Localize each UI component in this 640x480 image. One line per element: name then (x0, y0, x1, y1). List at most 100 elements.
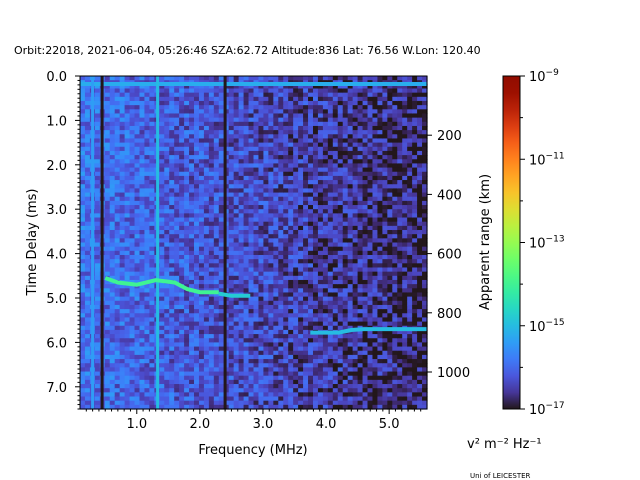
heatmap-cell (179, 146, 185, 152)
heatmap-cell (303, 84, 309, 90)
heatmap-cell (352, 288, 359, 294)
heatmap-cell (248, 284, 255, 289)
heatmap-cell (382, 346, 388, 352)
heatmap-cell (362, 167, 369, 173)
heatmap-cell (253, 392, 260, 398)
heatmap-cell (317, 225, 324, 231)
heatmap-cell (243, 275, 250, 281)
heatmap-cell (203, 100, 210, 106)
heatmap-cell (382, 342, 388, 348)
heatmap-cell (248, 379, 255, 385)
heatmap-cell (184, 84, 190, 90)
heatmap-cell (134, 321, 141, 327)
heatmap-cell (243, 200, 250, 206)
heatmap-cell (104, 321, 111, 327)
heatmap-cell (80, 292, 86, 298)
heatmap-cell (213, 350, 220, 356)
heatmap-cell (238, 279, 245, 285)
heatmap-cell (322, 363, 329, 368)
heatmap-cell (283, 342, 289, 348)
heatmap-cell (332, 279, 339, 285)
heatmap-cell (238, 213, 245, 219)
heatmap-cell (228, 205, 235, 210)
heatmap-cell (233, 388, 240, 393)
heatmap-cell (342, 321, 349, 327)
heatmap-cell (124, 288, 131, 294)
heatmap-cell (174, 392, 180, 398)
heatmap-cell (382, 354, 388, 360)
heatmap-cell (184, 96, 190, 102)
heatmap-cell (327, 171, 334, 177)
heatmap-cell (372, 250, 379, 256)
heatmap-cell (159, 92, 165, 98)
heatmap-cell (119, 304, 126, 310)
heatmap-cell (253, 167, 260, 173)
heatmap-cell (258, 84, 265, 90)
heatmap-cell (134, 209, 141, 214)
heatmap-cell (84, 196, 91, 202)
heatmap-cell (218, 375, 225, 381)
heatmap-cell (377, 88, 383, 94)
heatmap-cell (134, 300, 141, 306)
heatmap-cell (159, 230, 165, 235)
heatmap-cell (233, 392, 240, 398)
heatmap-cell (347, 392, 354, 398)
heatmap-cell (203, 300, 210, 306)
heatmap-cell (184, 354, 190, 360)
heatmap-cell (352, 109, 359, 115)
heatmap-cell (194, 363, 200, 368)
heatmap-cell (347, 134, 354, 140)
heatmap-cell (119, 321, 126, 327)
heatmap-cell (94, 317, 101, 323)
heatmap-cell (129, 117, 136, 123)
heatmap-cell (104, 217, 111, 223)
heatmap-cell (308, 117, 314, 123)
heatmap-cell (189, 404, 195, 410)
heatmap-cell (174, 200, 180, 206)
heatmap-cell (164, 338, 170, 343)
heatmap-cell (377, 396, 383, 402)
heatmap-cell (208, 275, 215, 281)
heatmap-cell (263, 171, 269, 177)
heatmap-cell (144, 221, 150, 227)
heatmap-cell (104, 242, 111, 248)
heatmap-cell (84, 76, 91, 81)
heatmap-cell (164, 130, 170, 135)
heatmap-cell (382, 167, 388, 173)
heatmap-cell (377, 284, 383, 289)
heatmap-cell (317, 96, 324, 102)
heatmap-cell (124, 296, 131, 302)
heatmap-cell (253, 238, 260, 244)
heatmap-cell (194, 84, 200, 90)
heatmap-cell (194, 242, 200, 248)
heatmap-cell (243, 188, 250, 194)
heatmap-cell (194, 359, 200, 364)
heatmap-cell (327, 213, 334, 219)
heatmap-cell (337, 292, 344, 298)
heatmap-cell (288, 259, 294, 264)
heatmap-cell (134, 150, 141, 156)
heatmap-cell (367, 134, 374, 140)
heatmap-cell (84, 84, 91, 90)
heatmap-cell (342, 392, 349, 398)
heatmap-cell (119, 267, 126, 273)
heatmap-cell (94, 350, 101, 356)
heatmap-cell (283, 175, 289, 181)
heatmap-cell (184, 130, 190, 135)
heatmap-cell (268, 175, 274, 181)
heatmap-cell (213, 404, 220, 410)
heatmap-cell (322, 188, 329, 194)
heatmap-cell (144, 246, 150, 252)
heatmap-cell (283, 125, 289, 131)
heatmap-cell (144, 113, 150, 119)
heatmap-cell (139, 163, 146, 169)
heatmap-cell (198, 142, 205, 148)
heatmap-cell (144, 263, 150, 269)
heatmap-cell (342, 288, 349, 294)
heatmap-cell (263, 404, 269, 410)
heatmap-cell (233, 271, 240, 277)
heatmap-cell (273, 188, 279, 194)
heatmap-cell (218, 354, 225, 360)
heatmap-cell (327, 192, 334, 198)
heatmap-cell (273, 213, 279, 219)
